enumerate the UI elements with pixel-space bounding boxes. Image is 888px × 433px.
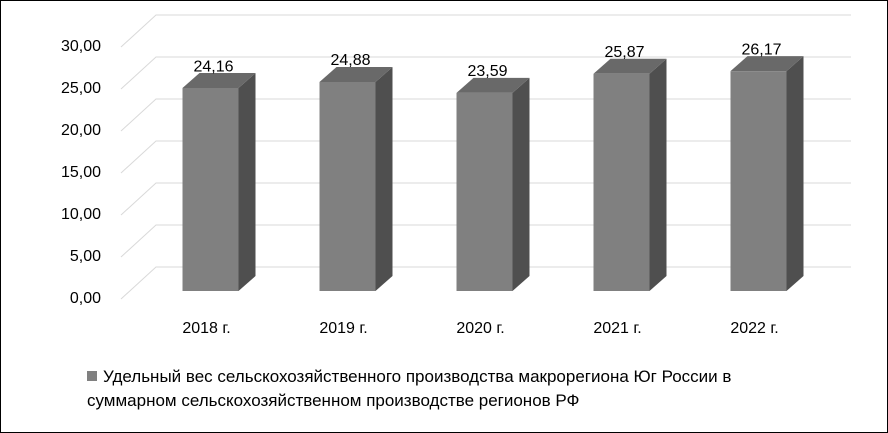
bar-side	[649, 58, 667, 291]
bar-side	[512, 77, 530, 292]
y-tick-label: 15,00	[61, 164, 101, 181]
x-tick-label: 2020 г.	[456, 320, 504, 337]
x-tick-label: 2019 г.	[319, 320, 367, 337]
data-label: 23,59	[467, 63, 507, 80]
y-tick-label: 5,00	[70, 248, 101, 265]
bar-front	[593, 73, 650, 291]
bar-front	[456, 92, 513, 292]
x-tick-label: 2018 г.	[182, 320, 230, 337]
y-tick-label: 10,00	[61, 206, 101, 223]
legend-key	[87, 371, 97, 381]
bar	[730, 56, 804, 292]
data-label: 25,87	[604, 44, 644, 61]
grid-line	[120, 56, 851, 90]
data-label: 26,17	[741, 41, 781, 58]
bar	[456, 77, 530, 292]
bar	[593, 58, 667, 291]
bar-side	[786, 56, 804, 292]
bar-top	[182, 73, 256, 89]
y-tick-label: 0,00	[70, 290, 101, 307]
data-label: 24,88	[330, 52, 370, 69]
legend: Удельный вес сельскохозяйственного произ…	[87, 365, 822, 413]
bar	[319, 67, 393, 292]
bar-side	[375, 67, 393, 292]
bar-top	[730, 56, 804, 72]
y-tick-label: 30,00	[61, 38, 101, 55]
x-tick-label: 2021 г.	[593, 320, 641, 337]
bar-side	[238, 73, 256, 291]
grid-line	[120, 14, 851, 48]
bar-front	[730, 71, 787, 291]
y-tick-label: 20,00	[61, 122, 101, 139]
legend-label: Удельный вес сельскохозяйственного произ…	[87, 367, 732, 410]
bar-top	[319, 67, 393, 83]
bar-front	[319, 82, 376, 292]
bar-front	[182, 88, 239, 291]
bar-top	[456, 77, 530, 93]
bar-top	[593, 58, 667, 74]
y-tick-label: 25,00	[61, 80, 101, 97]
bar	[182, 73, 256, 291]
data-label: 24,16	[193, 58, 233, 75]
x-tick-label: 2022 г.	[730, 320, 778, 337]
